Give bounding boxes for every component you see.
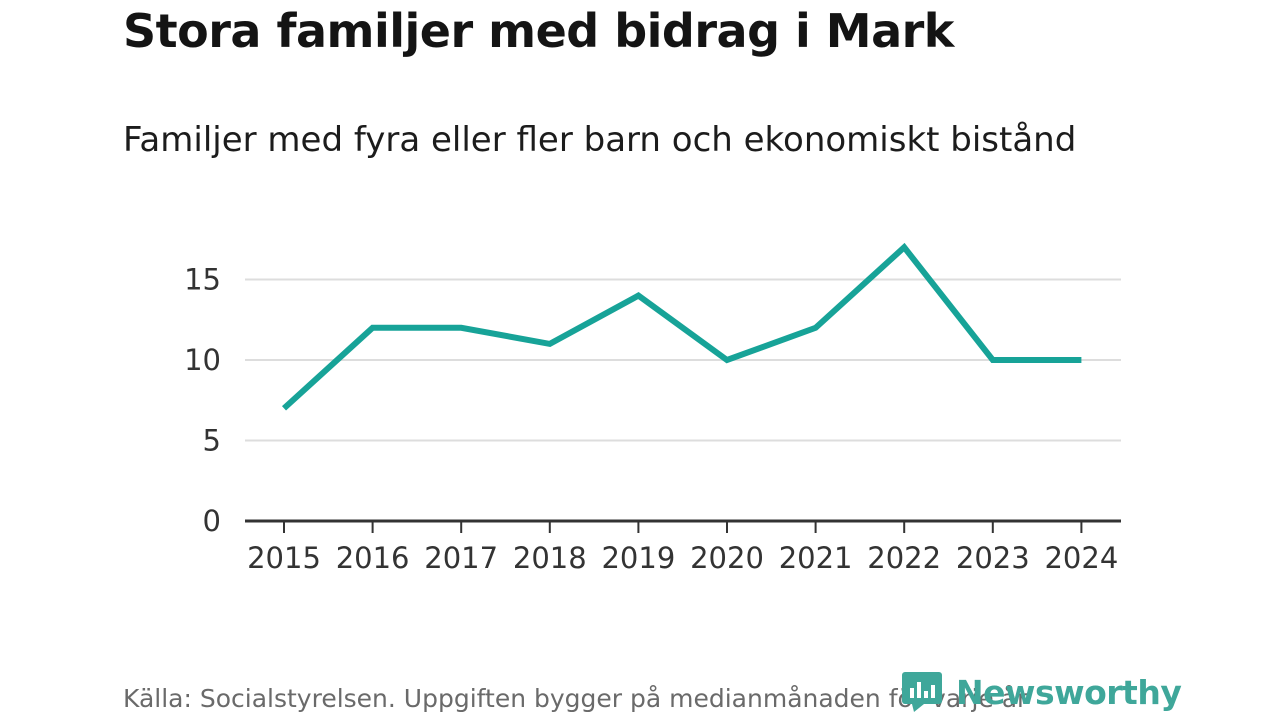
x-tick-label-2018: 2018 <box>513 541 587 575</box>
series-line-0 <box>281 242 1082 411</box>
x-tick-label-2024: 2024 <box>1044 541 1118 575</box>
newsworthy-logo: Newsworthy <box>902 670 1182 714</box>
chart-title: Stora familjer med bidrag i Mark <box>123 4 954 58</box>
x-tick-label-2023: 2023 <box>956 541 1030 575</box>
source-note: Källa: Socialstyrelsen. Uppgiften bygger… <box>123 684 1028 713</box>
x-tick-label-2015: 2015 <box>247 541 321 575</box>
x-tick-label-2020: 2020 <box>690 541 764 575</box>
y-tick-label-0: 0 <box>203 504 221 538</box>
newsworthy-logo-text: Newsworthy <box>956 672 1182 712</box>
chart-subtitle: Familjer med fyra eller fler barn och ek… <box>123 120 1077 160</box>
x-tick-label-2017: 2017 <box>424 541 498 575</box>
newsworthy-logo-icon <box>902 672 942 712</box>
y-tick-label-15: 15 <box>184 263 221 297</box>
x-tick-label-2019: 2019 <box>601 541 675 575</box>
x-tick-label-2021: 2021 <box>779 541 853 575</box>
x-tick-label-2022: 2022 <box>867 541 941 575</box>
y-tick-label-5: 5 <box>203 424 221 458</box>
x-tick-label-2016: 2016 <box>336 541 410 575</box>
y-tick-label-10: 10 <box>184 343 221 377</box>
